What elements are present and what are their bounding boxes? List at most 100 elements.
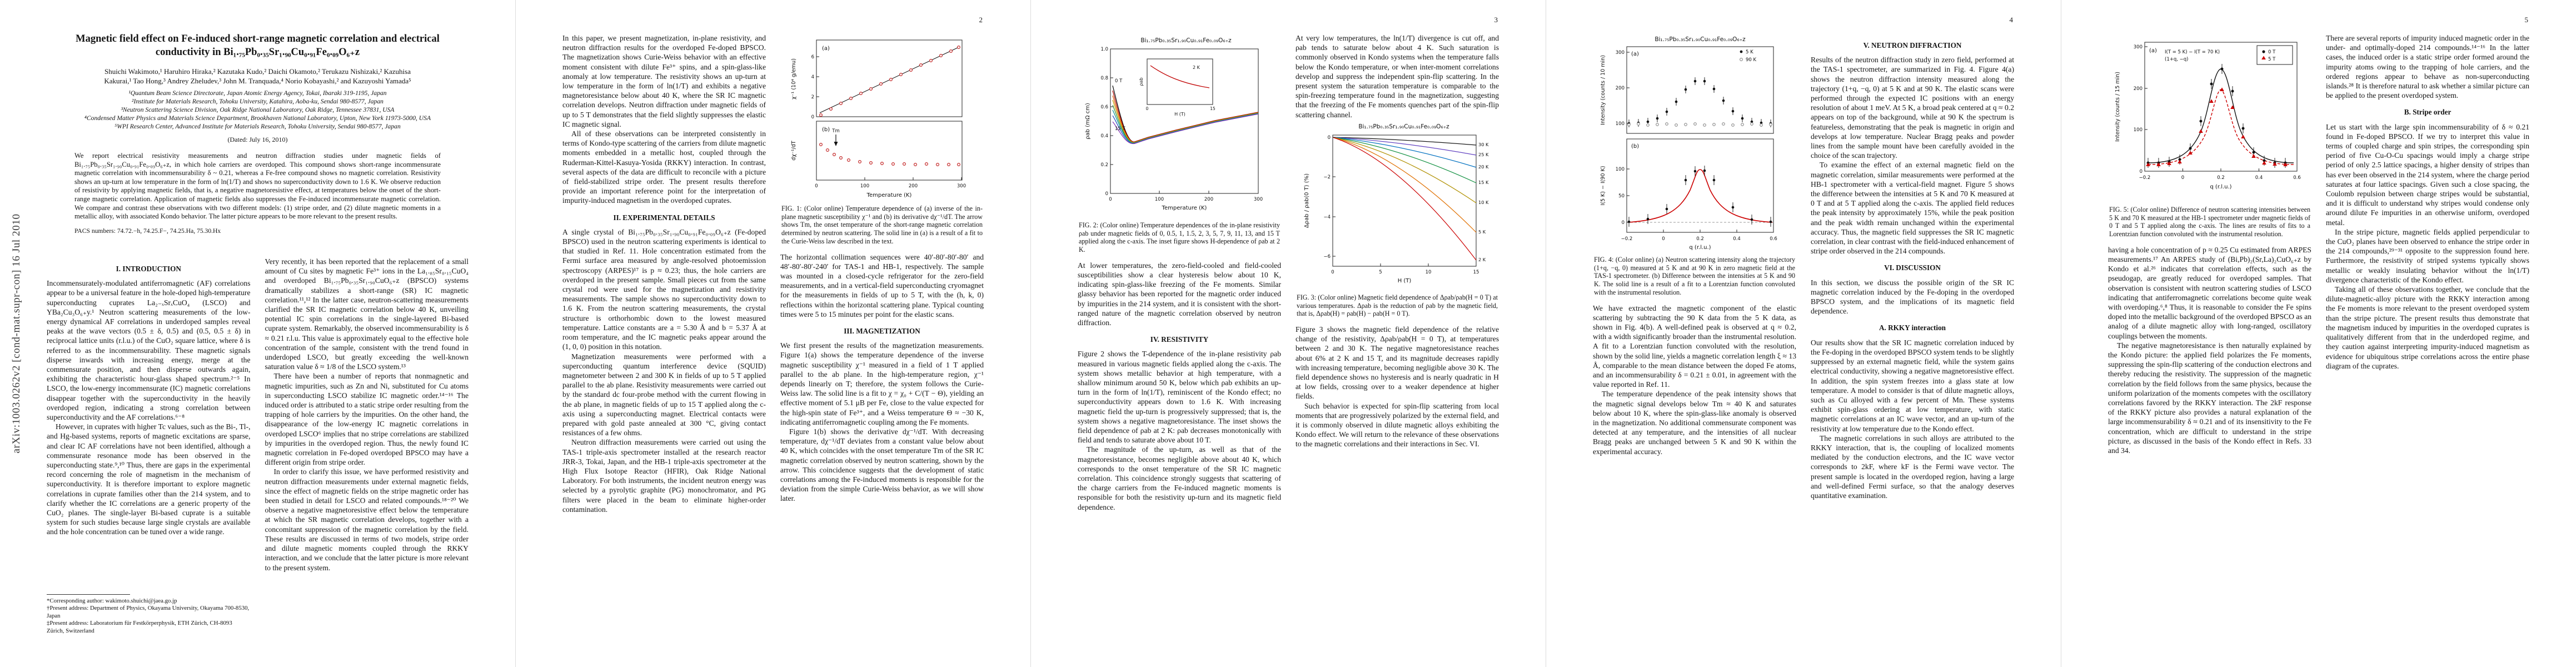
footnote-rule <box>47 594 130 595</box>
svg-text:100: 100 <box>1616 167 1625 172</box>
fig1-ylabel-a: χ⁻¹ (10⁴ g/emu) <box>791 58 797 99</box>
svg-text:15 K: 15 K <box>1478 180 1489 185</box>
svg-text:0: 0 <box>811 115 814 120</box>
paragraph: The negative magnetoresistance is then n… <box>2108 341 2311 455</box>
page-4: 4 Bi₁.₇₅Pb₀.₃₅Sr₁.₉₀Cu₀.₉₁Fe₀.₀₉O₆₊z (a) <box>1546 0 2061 667</box>
paper-title: Magnetic field effect on Fe-induced shor… <box>76 33 440 58</box>
page-2: 2 In this paper, we present magnetizatio… <box>515 0 1030 667</box>
fig2-inset-temperature-label: 2 K <box>1193 65 1200 70</box>
figure-1-caption: FIG. 1: (Color online) Temperature depen… <box>781 205 983 245</box>
paragraph: In the stripe picture, magnetic fields a… <box>2326 227 2529 284</box>
fig5-5T-points <box>2146 87 2288 166</box>
page5-column-right: There are several reports of impurity in… <box>2326 33 2529 637</box>
fig5-note-2: (1+q, −q) <box>2165 57 2188 62</box>
svg-text:200: 200 <box>2134 86 2142 92</box>
figure-2-caption: FIG. 2: (Color online) Temperature depen… <box>1079 221 1280 254</box>
author-line: Kakurai,¹ Tao Hong,³ Andrey Zheludev,³ J… <box>104 77 411 85</box>
page-number: 3 <box>1494 16 1498 24</box>
fig1-panel-a-label: (a) <box>822 46 830 52</box>
footnote: †Present address: Department of Physics,… <box>47 605 250 619</box>
page5-column-left: (a) I(T = 5 K) − I(T = 70 K) (1+q, −q) 0… <box>2108 33 2311 637</box>
abstract: We report electrical resistivity measure… <box>74 152 441 221</box>
fig2-inset-curve <box>1150 65 1210 88</box>
figure-5: (a) I(T = 5 K) − I(T = 70 K) (1+q, −q) 0… <box>2108 34 2311 202</box>
paragraph: All of these observations can be interpr… <box>562 130 766 205</box>
svg-text:0.8: 0.8 <box>1100 76 1108 81</box>
svg-text:0.2: 0.2 <box>1100 162 1108 168</box>
fig2-resistivity-curves <box>1112 85 1259 144</box>
figure-5-caption: FIG. 5: (Color online) Difference of neu… <box>2109 206 2310 238</box>
fig4-ylabel-a: Intensity (counts / 10 min) <box>1600 55 1606 125</box>
svg-text:1.0: 1.0 <box>1100 47 1108 52</box>
fig1-tm-arrow <box>834 135 838 146</box>
fig2-inset-ylabel: ρab <box>1139 77 1144 86</box>
fig1-susceptibility-plot: (a) 0 2 4 6 χ⁻¹ (10⁴ g/emu) <box>791 39 966 198</box>
svg-text:5 T: 5 T <box>2268 57 2276 62</box>
paragraph: The horizontal collimation sequences wer… <box>780 252 984 318</box>
figure-3: Bi₁.₇₅Pb₀.₃₅Sr₁.₉₀Cu₀.₉₁Fe₀.₀₉O₆₊z <box>1296 121 1499 290</box>
svg-text:2 K: 2 K <box>1478 257 1486 262</box>
paragraph: However, in cuprates with higher Tc valu… <box>47 422 251 536</box>
footnote: *Corresponding author: wakimoto.shuichi@… <box>47 597 177 604</box>
svg-text:10 K: 10 K <box>1478 200 1489 205</box>
page3-column-left: Bi₁.₇₅Pb₀.₃₅Sr₁.₉₀Cu₀.₉₁Fe₀.₀₉O₆₊z <box>1078 33 1281 637</box>
paragraph: Very recently, it has been reported that… <box>265 257 469 371</box>
fig5-xlabel: q (r.l.u.) <box>2210 184 2231 190</box>
paragraph: In this section, we discuss the possible… <box>1811 278 2014 316</box>
fig5-0T-error-bars <box>2148 64 2286 168</box>
fig5-5T-fit-line <box>2148 89 2294 165</box>
svg-text:15: 15 <box>1473 270 1479 275</box>
svg-text:−0.2: −0.2 <box>1621 236 1633 242</box>
svg-text:0: 0 <box>2140 169 2142 175</box>
fig2-curve-1T <box>1112 90 1259 142</box>
footnote: ‡Present address: Laboratorium für Festk… <box>47 620 232 634</box>
fig2-curve-2T <box>1112 95 1259 143</box>
paragraph: We have extracted the magnetic component… <box>1593 303 1796 389</box>
fig3-title: Bi₁.₇₅Pb₀.₃₅Sr₁.₉₀Cu₀.₉₁Fe₀.₀₉O₆₊z <box>1358 123 1449 130</box>
svg-text:25 K: 25 K <box>1478 152 1489 157</box>
svg-text:0.4: 0.4 <box>1100 133 1108 139</box>
fig5-0T-points <box>2146 67 2287 165</box>
svg-text:90 K: 90 K <box>1746 57 1757 63</box>
page-number: 2 <box>979 16 983 24</box>
page4-column-right: V. NEUTRON DIFFRACTION Results of the neu… <box>1811 33 2014 637</box>
svg-text:−6: −6 <box>1323 254 1331 260</box>
svg-text:−0.2: −0.2 <box>2139 175 2151 181</box>
paragraph: Taking all of these observations togethe… <box>2326 285 2529 370</box>
fig2-curve-5T <box>1112 104 1259 143</box>
svg-text:0.4: 0.4 <box>2255 175 2263 181</box>
section-heading: I. INTRODUCTION <box>116 265 181 273</box>
svg-text:−2: −2 <box>1323 175 1331 180</box>
figure-4: Bi₁.₇₅Pb₀.₃₅Sr₁.₉₀Cu₀.₉₁Fe₀.₀₉O₆₊z (a) <box>1593 34 1796 252</box>
svg-text:20 K: 20 K <box>1478 164 1489 170</box>
fig3-curve-5K <box>1332 137 1477 233</box>
figure-4-caption: FIG. 4: (Color online) (a) Neutron scatt… <box>1594 256 1795 296</box>
section-heading: IV. RESISTIVITY <box>1150 335 1209 344</box>
fig5-0T-fit-line <box>2148 68 2294 163</box>
fig4-title: Bi₁.₇₅Pb₀.₃₅Sr₁.₉₀Cu₀.₉₁Fe₀.₀₉O₆₊z <box>1655 36 1746 43</box>
fig3-curve-30K <box>1332 137 1477 146</box>
paragraph: At lower temperatures, the zero-field-co… <box>1078 261 1281 327</box>
arxiv-stamp: arXiv:1003.0262v2 [cond-mat.supr-con] 16… <box>11 213 22 454</box>
paragraph: In this paper, we present magnetization,… <box>562 34 766 128</box>
fig1-tm-label: Tm <box>831 128 839 134</box>
paragraph: Results of the neutron diffraction study… <box>1811 56 2014 160</box>
fig4-neutron-plot: Bi₁.₇₅Pb₀.₃₅Sr₁.₉₀Cu₀.₉₁Fe₀.₀₉O₆₊z (a) <box>1600 36 1777 251</box>
svg-text:0.2: 0.2 <box>1696 236 1704 242</box>
svg-text:300: 300 <box>1616 50 1625 56</box>
paragraph: Figure 1(b) shows the derivative dχ⁻¹/dT… <box>780 427 984 503</box>
page2-column-right: (a) 0 2 4 6 χ⁻¹ (10⁴ g/emu) <box>780 33 984 637</box>
fig3-curve-15K <box>1332 137 1477 183</box>
svg-text:0: 0 <box>1109 197 1112 202</box>
dated-line: (Dated: July 16, 2010) <box>227 136 288 143</box>
svg-text:0: 0 <box>1331 270 1334 275</box>
fig4-legend: 5 K 90 K <box>1740 49 1757 63</box>
svg-text:0.6: 0.6 <box>1770 236 1777 242</box>
fig2-curve-0T <box>1112 85 1259 142</box>
svg-text:30 K: 30 K <box>1478 142 1489 147</box>
fig4-lorentzian-fit <box>1627 169 1773 223</box>
paragraph: Let us start with the large spin incomme… <box>2326 122 2529 227</box>
affiliation: ⁴Condensed Matter Physics and Materials … <box>84 115 431 122</box>
fig2-ylabel: ρab (mΩ cm) <box>1085 103 1091 140</box>
svg-text:0: 0 <box>815 183 818 189</box>
